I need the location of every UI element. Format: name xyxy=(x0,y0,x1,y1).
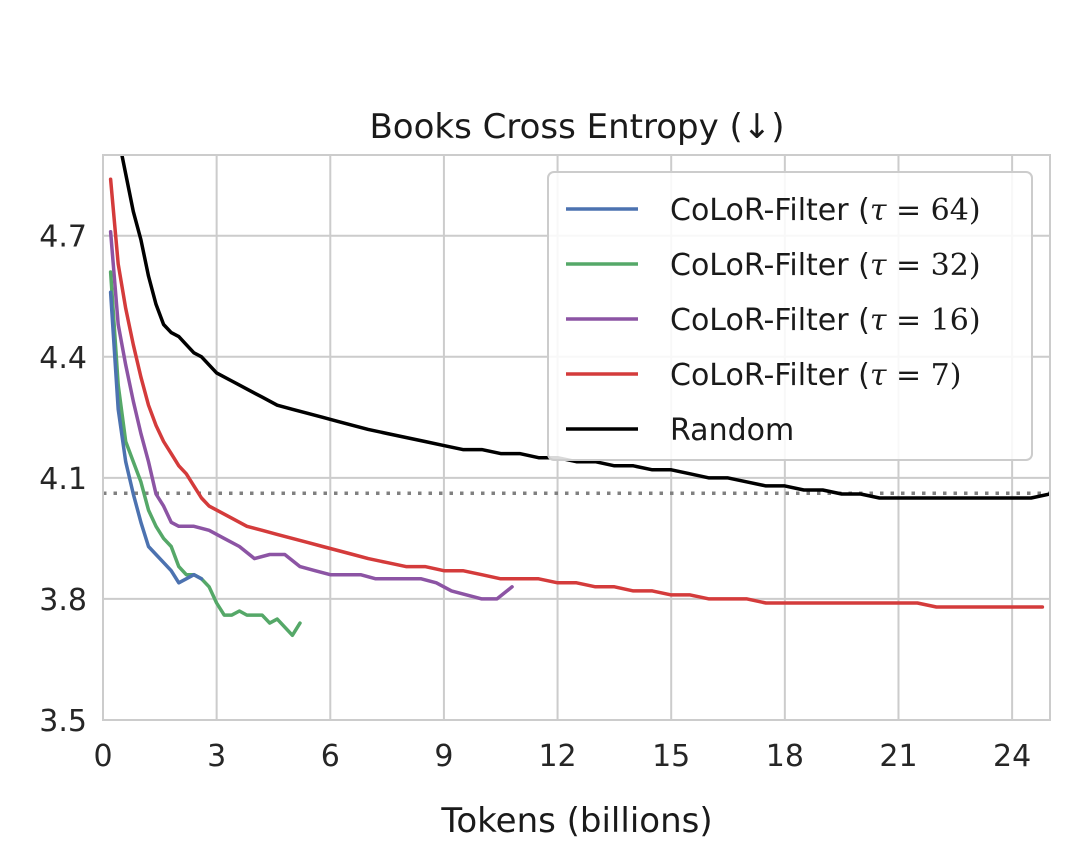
x-axis-ticks: 0 3 6 9 12 15 18 21 24 xyxy=(93,739,1031,774)
x-tick-label: 21 xyxy=(879,739,917,774)
series-line-4 xyxy=(108,177,1045,609)
y-tick-label: 3.5 xyxy=(39,704,87,739)
x-tick-label: 18 xyxy=(766,739,804,774)
x-tick-label: 9 xyxy=(434,739,453,774)
legend-label: CoLoR-Filter (τ = 64) xyxy=(670,193,981,228)
x-tick-label: 0 xyxy=(93,739,112,774)
x-axis-label: Tokens (billions) xyxy=(440,801,712,841)
plot-frame xyxy=(102,154,1051,721)
series-line-2 xyxy=(108,270,302,638)
series-group xyxy=(108,155,1050,638)
series-line-3 xyxy=(108,229,514,601)
x-tick-label: 6 xyxy=(321,739,340,774)
x-tick-label: 3 xyxy=(207,739,226,774)
legend-box xyxy=(547,171,1033,461)
y-tick-label: 3.8 xyxy=(39,583,87,618)
y-axis-ticks: 3.5 3.8 4.1 4.4 4.7 xyxy=(39,220,87,739)
y-tick-label: 4.7 xyxy=(39,220,87,255)
legend: CoLoR-Filter (τ = 64) CoLoR-Filter (τ = 3… xyxy=(547,171,1033,461)
x-tick-label: 12 xyxy=(538,739,576,774)
y-tick-label: 4.4 xyxy=(39,341,87,376)
series-line-1 xyxy=(108,290,204,585)
legend-label: Random xyxy=(670,413,794,448)
legend-label: CoLoR-Filter (τ = 32) xyxy=(670,248,981,283)
series-line-5 xyxy=(120,155,1050,500)
x-tick-label: 24 xyxy=(993,739,1031,774)
x-tick-label: 15 xyxy=(652,739,690,774)
legend-label: CoLoR-Filter (τ = 7) xyxy=(670,358,961,393)
chart-title: Books Cross Entropy (↓) xyxy=(369,107,784,147)
y-tick-label: 4.1 xyxy=(39,462,87,497)
legend-label: CoLoR-Filter (τ = 16) xyxy=(670,303,981,338)
